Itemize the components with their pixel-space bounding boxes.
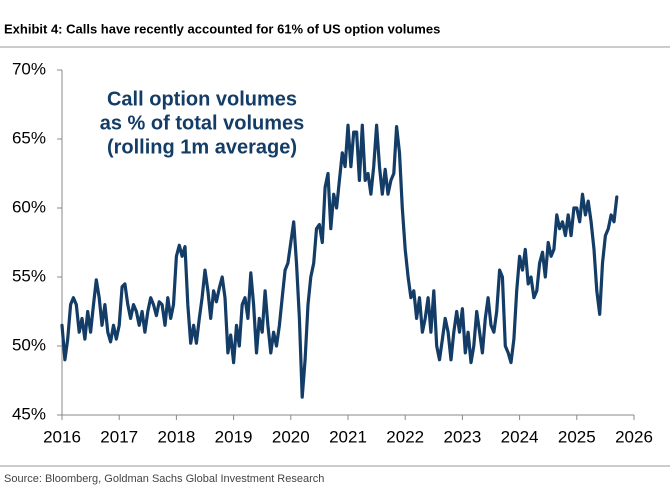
x-tick-label: 2026 (615, 427, 653, 446)
x-tick-label: 2025 (558, 427, 596, 446)
y-tick-label: 60% (12, 197, 46, 216)
y-tick-label: 65% (12, 128, 46, 147)
y-tick-label: 45% (12, 404, 46, 423)
y-tick-label: 50% (12, 335, 46, 354)
x-tick-label: 2018 (157, 427, 195, 446)
annotation: Call option volumes (107, 88, 297, 110)
x-tick-label: 2016 (43, 427, 81, 446)
y-tick-label: 55% (12, 266, 46, 285)
x-tick-label: 2022 (386, 427, 424, 446)
x-tick-label: 2020 (272, 427, 310, 446)
source: Source: Bloomberg, Goldman Sachs Global … (4, 473, 324, 485)
y-tick-label: 70% (12, 59, 46, 78)
chart-title: Exhibit 4: Calls have recently accounted… (4, 21, 440, 36)
x-tick-label: 2019 (215, 427, 253, 446)
x-tick-label: 2023 (443, 427, 481, 446)
annotation: (rolling 1m average) (107, 136, 297, 158)
x-tick-label: 2017 (100, 427, 138, 446)
annotation: as % of total volumes (100, 112, 305, 134)
x-tick-label: 2024 (501, 427, 539, 446)
line-series (60, 123, 619, 399)
x-tick-label: 2021 (329, 427, 367, 446)
